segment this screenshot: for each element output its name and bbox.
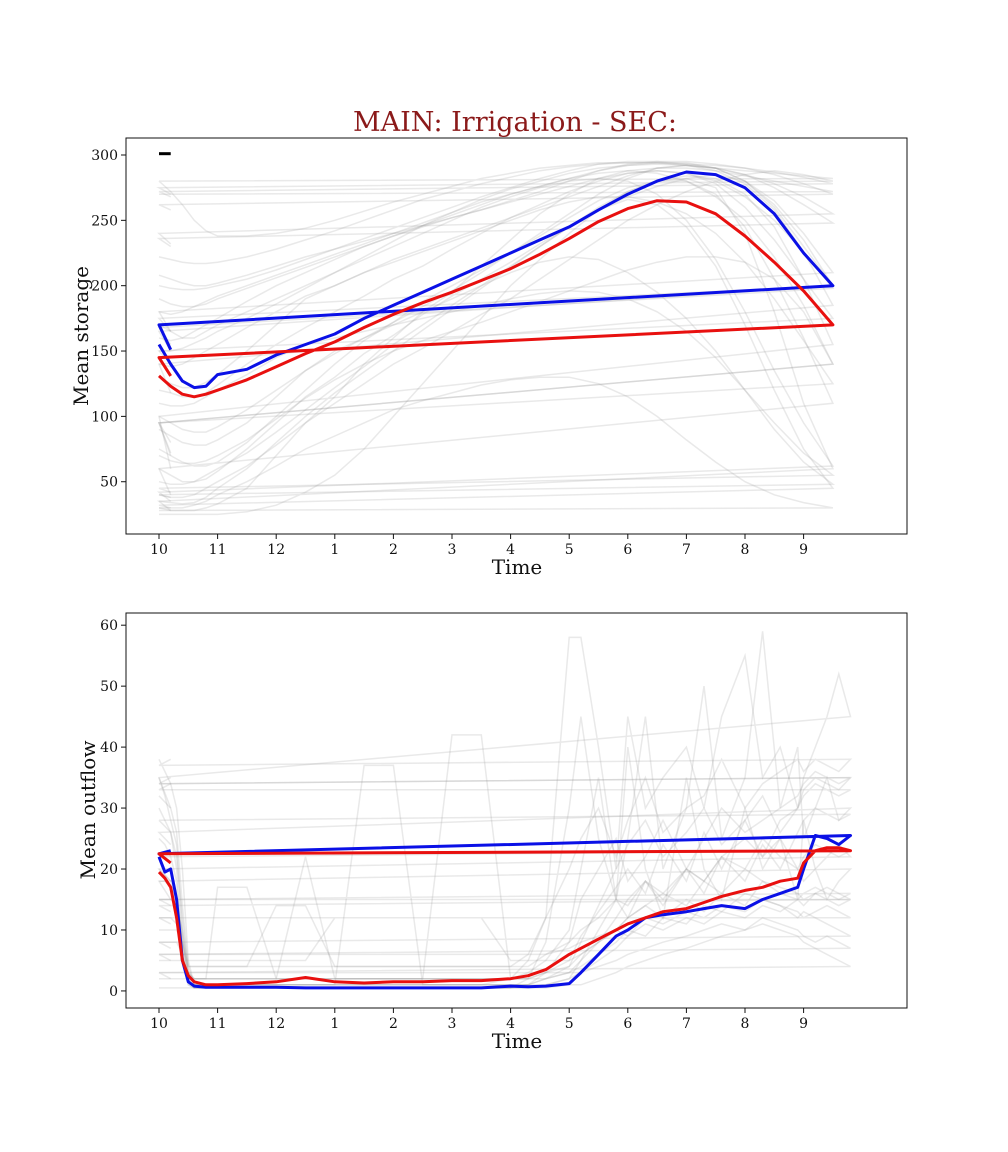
- ensemble-line: [158, 868, 851, 956]
- y-tick-label: 200: [91, 279, 118, 295]
- ensemble-line: [157, 837, 853, 968]
- x-tick-label: 9: [799, 1016, 808, 1032]
- ensemble-line: [157, 164, 835, 368]
- y-axis-ticks: 0 10 20 30 40 50 60: [100, 618, 126, 1000]
- ensemble-lines: [156, 160, 836, 516]
- x-tick-label: 8: [741, 1016, 750, 1032]
- ensemble-line: [158, 162, 833, 237]
- y-tick-label: 10: [100, 923, 118, 939]
- y-tick-label: 40: [100, 740, 118, 756]
- main-series: [157, 152, 835, 399]
- ensemble-line: [158, 198, 835, 509]
- x-axis-label: Time: [492, 555, 543, 579]
- ensemble-line: [157, 256, 835, 465]
- ensemble-line: [157, 636, 852, 968]
- ensemble-line: [156, 169, 834, 499]
- ensemble-line: [158, 162, 834, 265]
- ensemble-line: [157, 169, 835, 398]
- y-axis-label: Mean storage: [69, 266, 93, 406]
- ensemble-line: [158, 256, 836, 499]
- ensemble-line: [156, 177, 835, 516]
- y-axis-label: Mean outflow: [76, 741, 100, 880]
- x-tick-label: 12: [267, 542, 285, 558]
- chart-title: MAIN: Irrigation - SEC:: [353, 107, 677, 138]
- plot-frame: [125, 612, 908, 1009]
- x-tick-label: 4: [506, 542, 515, 558]
- y-tick-label: 50: [100, 679, 118, 695]
- x-tick-label: 3: [448, 1016, 457, 1032]
- ensemble-line: [157, 162, 835, 352]
- x-tick-label: 7: [682, 1016, 691, 1032]
- x-tick-label: 7: [682, 542, 691, 558]
- ensemble-line: [158, 175, 835, 505]
- blue-series-line: [157, 834, 852, 990]
- x-tick-label: 10: [150, 1016, 168, 1032]
- x-tick-label: 2: [389, 542, 398, 558]
- storage-chart: MAIN: Irrigation - SEC: 50 100 150 200 250 30…: [69, 107, 908, 579]
- y-tick-label: 100: [91, 409, 118, 425]
- y-tick-label: 20: [100, 862, 118, 878]
- x-axis-ticks: 10 11 12 1 2 3 4 5 6 7 8 9: [150, 534, 808, 558]
- y-tick-label: 250: [91, 213, 118, 229]
- x-tick-label: 4: [506, 1016, 515, 1032]
- ensemble-line: [157, 169, 835, 345]
- blue-series-line: [157, 170, 835, 390]
- ensemble-line: [158, 818, 851, 980]
- y-tick-label: 30: [100, 801, 118, 817]
- red-series-line: [157, 846, 852, 987]
- x-tick-label: 6: [623, 1016, 632, 1032]
- y-tick-label: 50: [100, 475, 118, 491]
- x-tick-label: 10: [150, 542, 168, 558]
- x-tick-label: 3: [448, 542, 457, 558]
- ensemble-line: [157, 160, 836, 291]
- x-tick-label: 11: [209, 1016, 227, 1032]
- ensemble-line: [157, 163, 835, 394]
- red-series-line: [157, 199, 835, 399]
- x-tick-label: 11: [209, 542, 227, 558]
- x-tick-label: 6: [623, 542, 632, 558]
- y-tick-label: 60: [100, 618, 118, 634]
- y-tick-label: 150: [91, 344, 118, 360]
- ensemble-line: [158, 734, 851, 980]
- ensemble-line: [157, 631, 853, 980]
- x-tick-label: 2: [389, 1016, 398, 1032]
- y-tick-label: 0: [109, 984, 118, 1000]
- ensemble-line: [156, 177, 835, 502]
- y-axis-ticks: 50 100 150 200 250 300: [91, 148, 126, 491]
- x-tick-label: 8: [741, 542, 750, 558]
- x-tick-label: 9: [799, 542, 808, 558]
- x-axis-label: Time: [492, 1029, 543, 1053]
- ensemble-line: [158, 376, 834, 512]
- ensemble-line: [157, 180, 835, 496]
- x-tick-label: 1: [330, 542, 339, 558]
- ensemble-line: [158, 916, 851, 974]
- x-tick-label: 5: [565, 1016, 574, 1032]
- ensemble-line: [158, 880, 851, 980]
- plot-frame: [125, 137, 908, 535]
- x-axis-ticks: 10 11 12 1 2 3 4 5 6 7 8 9: [150, 1008, 808, 1032]
- x-tick-label: 12: [267, 1016, 285, 1032]
- ensemble-line: [157, 169, 835, 454]
- x-tick-label: 1: [330, 1016, 339, 1032]
- main-series: [157, 834, 852, 990]
- ensemble-line: [156, 164, 836, 433]
- x-tick-label: 5: [565, 542, 574, 558]
- ensemble-lines: [157, 631, 853, 989]
- y-tick-label: 300: [91, 148, 118, 164]
